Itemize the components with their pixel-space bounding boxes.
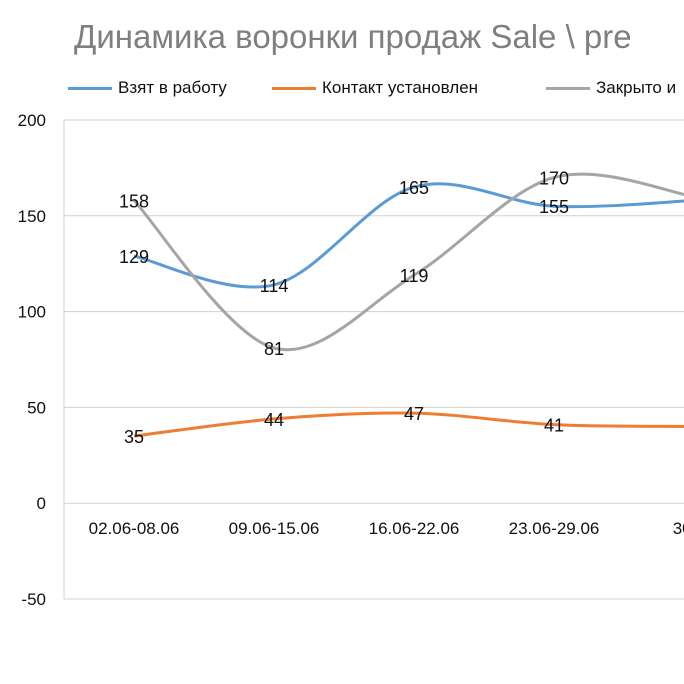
y-tick-label: 50: [27, 398, 46, 417]
data-label: 44: [264, 410, 284, 430]
data-label: 35: [124, 427, 144, 447]
x-tick-label: 09.06-15.06: [229, 519, 320, 538]
legend-swatch: [546, 86, 590, 90]
x-tick-label: 16.06-22.06: [369, 519, 460, 538]
x-tick-label: 23.06-29.06: [509, 519, 600, 538]
y-tick-label: 150: [18, 207, 46, 226]
y-tick-label: 200: [18, 111, 46, 130]
series-line-1: [133, 411, 684, 438]
data-label: 165: [399, 178, 429, 198]
x-tick-label: 30.06: [673, 519, 684, 538]
y-tick-label: 0: [37, 494, 46, 513]
legend-item-vzyat: Взят в работу: [68, 78, 227, 98]
y-tick-label: 100: [18, 303, 46, 322]
data-label: 158: [119, 191, 149, 211]
legend-label: Взят в работу: [118, 78, 227, 97]
legend-label: Закрыто и: [596, 78, 677, 97]
data-label: 155: [539, 197, 569, 217]
data-label: 119: [400, 266, 429, 286]
data-label: 47: [404, 404, 424, 424]
legend-swatch: [272, 86, 316, 90]
data-label: 170: [539, 168, 569, 188]
chart-title: Динамика воронки продаж Sale \ pre: [74, 18, 632, 55]
data-label: 129: [119, 247, 149, 267]
series-line-0: [133, 182, 684, 289]
y-tick-label: -50: [21, 590, 46, 609]
data-label: 81: [264, 339, 284, 359]
legend-label: Контакт установлен: [322, 78, 479, 97]
x-tick-label: 02.06-08.06: [89, 519, 180, 538]
legend-item-kontakt: Контакт установлен: [272, 78, 478, 98]
series-line-2: [132, 172, 684, 352]
data-label: 41: [544, 416, 564, 436]
legend-swatch: [68, 86, 112, 90]
data-label: 114: [260, 276, 289, 296]
legend-item-zakryto: Закрыто и: [546, 78, 676, 98]
